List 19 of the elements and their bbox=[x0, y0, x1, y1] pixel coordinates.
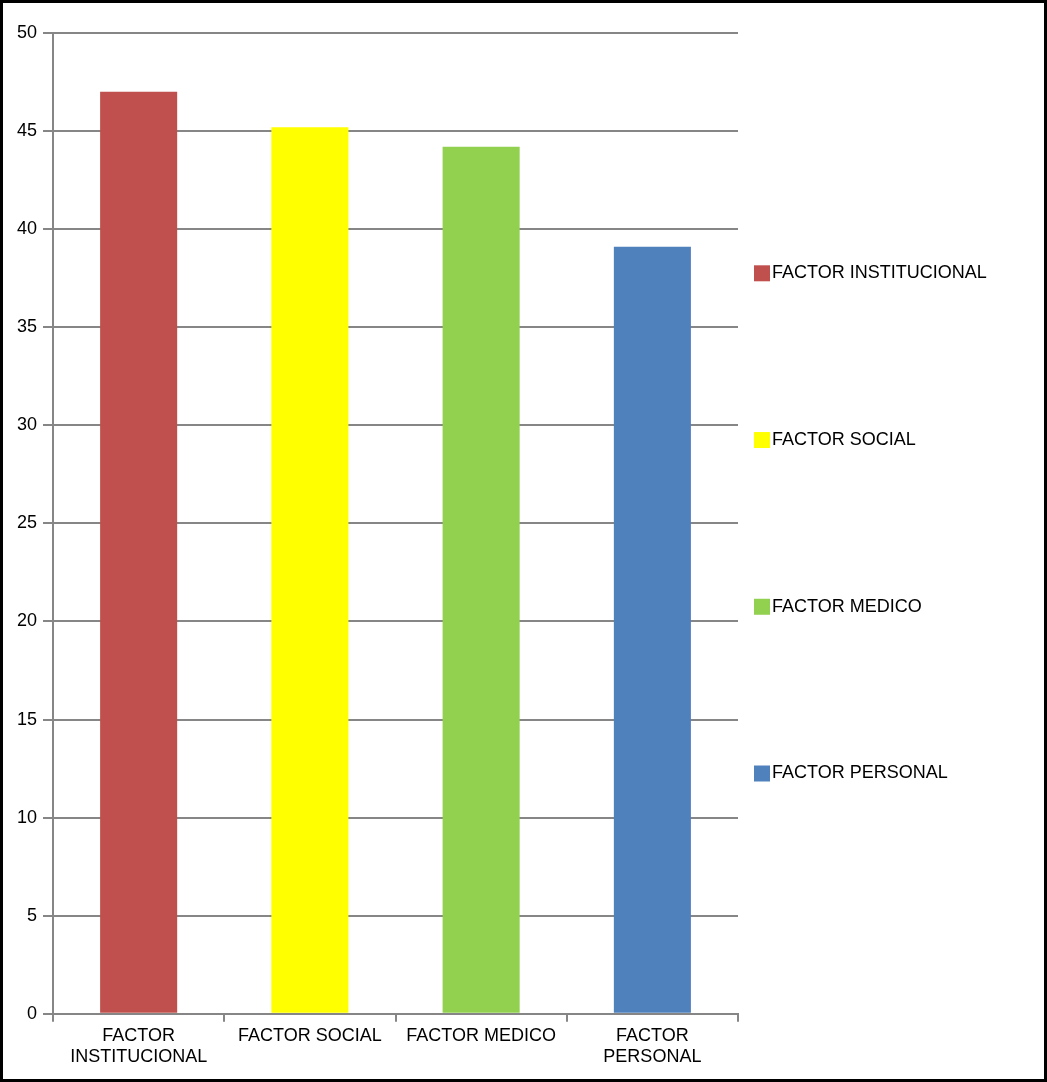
y-tick-label: 5 bbox=[27, 904, 38, 925]
legend-label: FACTOR MEDICO bbox=[772, 595, 922, 616]
y-tick-label: 10 bbox=[16, 806, 38, 827]
y-tick-label: 15 bbox=[16, 708, 38, 729]
x-tick-label: FACTOR MEDICO bbox=[406, 1024, 556, 1045]
y-tick-label: 40 bbox=[16, 218, 38, 239]
y-tick-label: 35 bbox=[16, 316, 38, 337]
y-tick-label: 20 bbox=[16, 610, 38, 631]
x-tick-label: FACTOR INSTITUCIONAL bbox=[70, 1024, 208, 1067]
legend-label: FACTOR SOCIAL bbox=[772, 429, 916, 449]
legend-label: FACTOR INSTITUCIONAL bbox=[772, 262, 987, 283]
x-tick-label: FACTOR PERSONAL bbox=[603, 1024, 702, 1067]
y-tick-label: 30 bbox=[16, 414, 38, 435]
legend-label: FACTOR PERSONAL bbox=[772, 762, 948, 783]
y-tick-label: 50 bbox=[16, 21, 38, 42]
y-tick-label: 45 bbox=[16, 120, 38, 141]
y-tick-label: 25 bbox=[16, 512, 38, 533]
y-tick-label: 0 bbox=[27, 1002, 38, 1023]
x-tick-label: FACTOR SOCIAL bbox=[238, 1024, 382, 1045]
